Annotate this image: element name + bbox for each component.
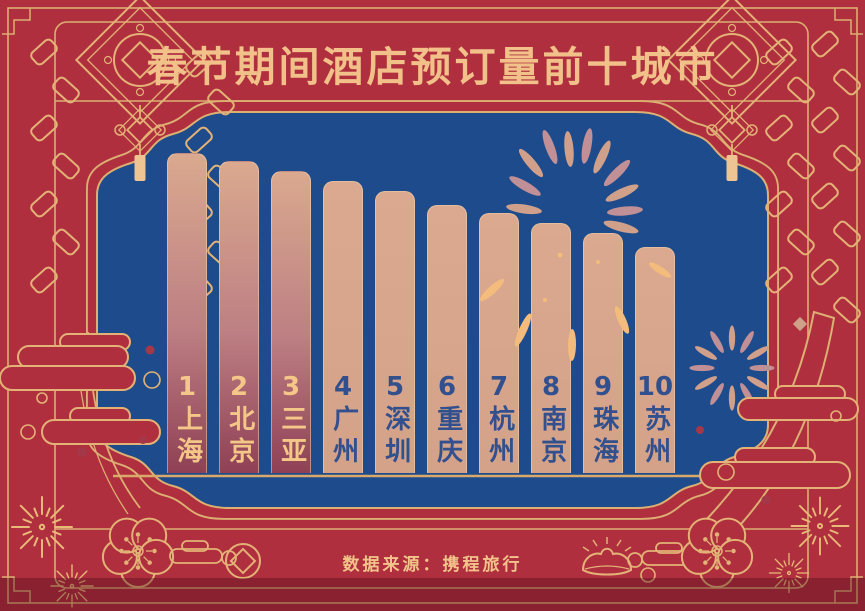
city-label: 三亚 — [276, 405, 307, 469]
bottom-shade-band — [0, 578, 865, 611]
bar-label: 6 重庆 — [428, 372, 466, 469]
auspicious-clouds-right — [696, 385, 859, 505]
rank-value: 9 — [593, 372, 613, 402]
bar-shanghai: 1 上海 — [167, 153, 207, 473]
city-label: 重庆 — [432, 405, 463, 469]
data-source-label: 数据来源：携程旅行 — [342, 555, 523, 575]
copper-coin-icon — [225, 543, 261, 579]
city-label: 上海 — [172, 405, 203, 469]
bar-chongqing: 6 重庆 — [427, 205, 467, 473]
bar-sanya: 3 三亚 — [271, 171, 311, 473]
bar-label: 4 广州 — [324, 372, 362, 469]
rank-value: 5 — [385, 372, 405, 402]
city-label: 南京 — [536, 405, 567, 469]
page-title: 春节期间酒店预订量前十城市 — [146, 43, 719, 91]
bar-nanjing: 8 南京 — [531, 223, 571, 473]
bar-guangzhou: 4 广州 — [323, 181, 363, 473]
bar-beijing: 2 北京 — [219, 161, 259, 473]
rank-value: 8 — [541, 372, 561, 402]
city-label: 北京 — [224, 405, 255, 469]
bar-label: 1 上海 — [168, 372, 206, 469]
bar-label: 2 北京 — [220, 372, 258, 469]
bar-zhuhai: 9 珠海 — [583, 233, 623, 473]
bar-label: 7 杭州 — [480, 372, 518, 469]
rank-value: 6 — [437, 372, 457, 402]
rank-value: 3 — [281, 372, 301, 402]
bar-label: 9 珠海 — [584, 372, 622, 469]
outer-frame — [1, 7, 864, 604]
bar-shenzhen: 5 深圳 — [375, 191, 415, 473]
inner-frame — [54, 21, 809, 589]
bar-label: 5 深圳 — [376, 372, 414, 469]
cloud-curl-icon — [640, 567, 656, 583]
bar-hangzhou: 7 杭州 — [479, 213, 519, 473]
rank-value: 7 — [489, 372, 509, 402]
rank-value: 4 — [333, 372, 353, 402]
bar-label: 8 南京 — [532, 372, 570, 469]
city-label: 珠海 — [588, 405, 619, 469]
city-label: 广州 — [328, 405, 359, 469]
city-label: 杭州 — [484, 405, 515, 469]
bar-label: 3 三亚 — [272, 372, 310, 469]
city-label: 苏州 — [640, 405, 671, 469]
rank-value: 2 — [229, 372, 249, 402]
bar-suzhou: 10 苏州 — [635, 247, 675, 473]
city-label: 深圳 — [380, 405, 411, 469]
rank-value: 1 — [177, 372, 197, 402]
diamond-spark-icon — [792, 316, 808, 332]
rank-value: 10 — [636, 372, 674, 402]
auspicious-clouds-left — [0, 333, 161, 457]
bar-label: 10 苏州 — [636, 372, 674, 469]
